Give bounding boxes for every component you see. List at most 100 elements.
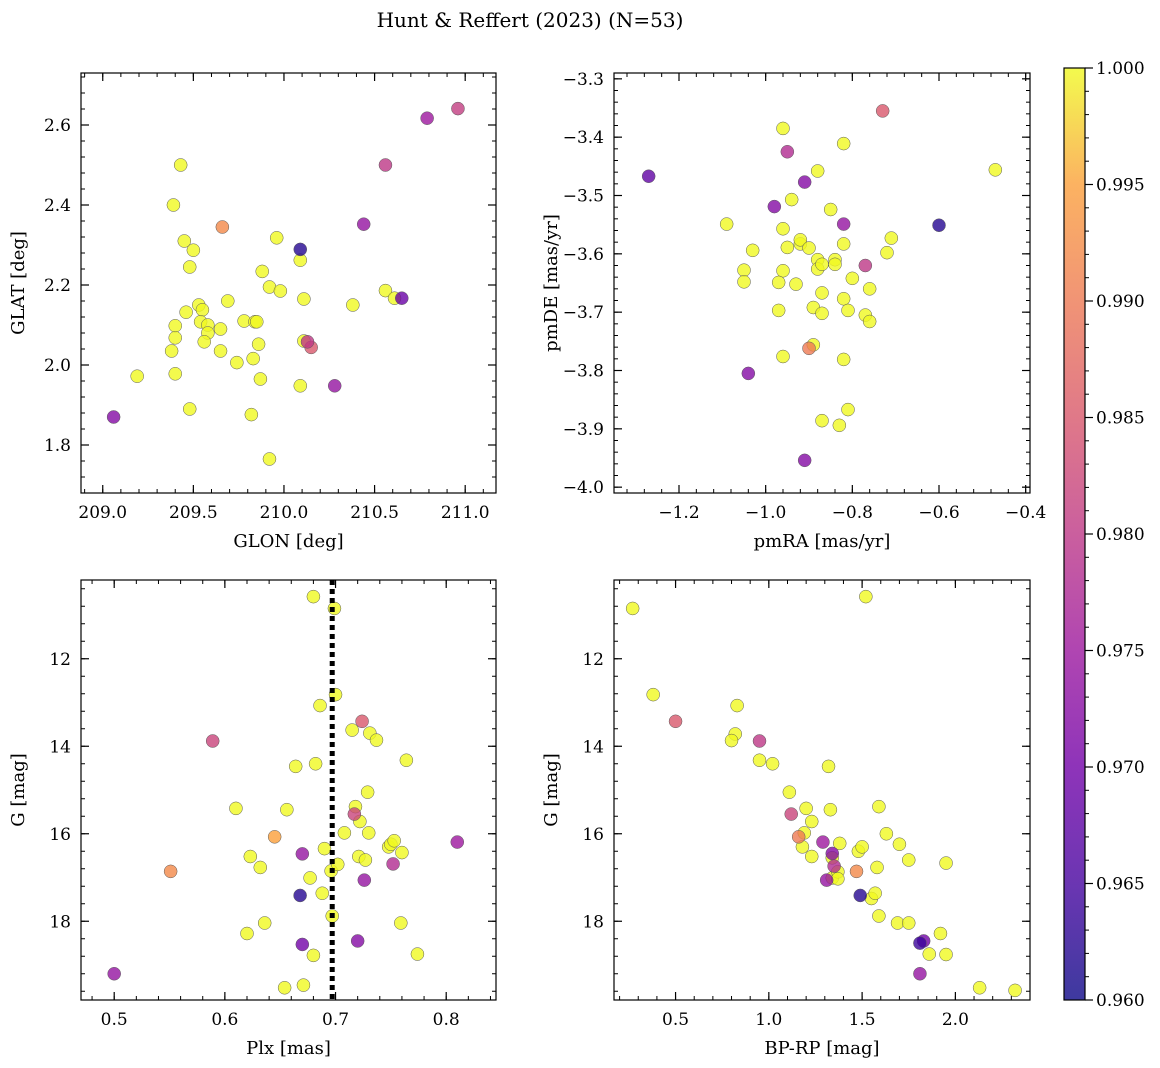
data-point (821, 759, 836, 774)
data-point (243, 849, 258, 864)
colorbar-tick-label: 0.995 (1096, 176, 1145, 196)
x-tick-label: −0.4 (1005, 503, 1046, 523)
data-point (107, 967, 121, 981)
data-point (988, 163, 1003, 177)
data-point (845, 271, 860, 286)
data-point (246, 351, 260, 366)
data-point (356, 217, 371, 231)
y-tick-label: −3.5 (563, 187, 604, 207)
data-point (901, 853, 916, 867)
data-point (360, 785, 375, 799)
data-point (269, 231, 284, 245)
data-point (972, 981, 987, 995)
x-tick-label: 0.8 (433, 1010, 460, 1030)
data-point (355, 714, 369, 729)
data-point (345, 723, 359, 737)
data-point (853, 888, 867, 903)
data-point (378, 283, 393, 298)
data-point (799, 801, 813, 816)
y-tick-label: 1.8 (44, 436, 71, 456)
data-point (815, 306, 829, 321)
data-point (273, 284, 288, 298)
data-point (802, 241, 816, 255)
data-point (668, 714, 683, 729)
y-tick-label: 16 (49, 825, 71, 845)
x-tick-label: −1.0 (745, 503, 786, 523)
x-tick-label: 0.7 (322, 1010, 349, 1030)
data-point (816, 835, 830, 849)
data-point (879, 827, 894, 841)
data-point (836, 217, 851, 231)
data-point (841, 402, 855, 417)
x-axis-label: GLON [deg] (233, 531, 343, 552)
data-point (303, 871, 317, 885)
y-tick-label: 12 (582, 650, 604, 670)
data-point (277, 981, 292, 995)
data-point (186, 243, 201, 257)
data-point (173, 158, 188, 172)
data-point (182, 260, 197, 274)
data-point (939, 856, 953, 870)
axes-frame (613, 579, 1031, 1001)
data-point (859, 589, 873, 604)
data-point (810, 164, 825, 178)
y-tick-label: 14 (582, 737, 604, 757)
data-point (862, 314, 877, 329)
data-point (870, 860, 884, 875)
data-point (1008, 983, 1022, 998)
data-point (737, 275, 751, 289)
x-tick-label: 0.6 (211, 1010, 238, 1030)
data-point (177, 234, 192, 248)
data-point (295, 847, 310, 861)
colorbar-tick-label: 0.960 (1096, 991, 1145, 1011)
panel-plx-g: 0.5 0.6 0.7 0.8 12 14 16 18 Plx [mas] G [mag] (8, 579, 497, 1059)
data-point (346, 298, 360, 312)
data-point (836, 352, 851, 367)
data-point (858, 258, 873, 273)
data-point (836, 136, 851, 151)
data-point (313, 698, 327, 713)
data-point (213, 344, 228, 358)
data-point (195, 303, 210, 317)
axes-frame (613, 72, 1031, 494)
data-point (771, 303, 786, 318)
data-point (745, 243, 760, 258)
data-point (832, 418, 847, 433)
y-axis-label: pmDE [mas/yr] (541, 214, 562, 352)
data-point (350, 934, 365, 948)
data-point (337, 826, 352, 840)
axes-frame (80, 579, 497, 1001)
data-point (776, 222, 790, 236)
data-point (300, 335, 315, 349)
data-point (262, 452, 277, 466)
data-point (793, 233, 808, 247)
x-tick-label: 209.5 (169, 503, 218, 523)
x-tick-label: 211.0 (441, 503, 490, 523)
data-point (804, 814, 819, 829)
data-point (296, 978, 311, 992)
data-point (395, 845, 409, 860)
data-point (922, 947, 937, 961)
data-point (267, 830, 282, 844)
data-point (771, 275, 786, 290)
data-point (823, 202, 838, 217)
data-point (399, 753, 414, 767)
x-tick-label: −0.6 (918, 503, 959, 523)
data-point (776, 264, 790, 278)
data-point (229, 801, 243, 816)
data-point (288, 759, 303, 774)
data-point (831, 872, 845, 886)
y-tick-label: 18 (582, 912, 604, 932)
data-point (221, 294, 235, 308)
data-point (827, 859, 841, 873)
data-point (308, 757, 323, 771)
data-point (244, 407, 259, 422)
colorbar-gradient (1064, 68, 1085, 1000)
data-point (841, 303, 855, 318)
data-point (253, 860, 268, 875)
panel-glon-glat: 209.0 209.5 210.0 210.5 211.0 1.8 2.0 2.2 2.4 2.6… (8, 72, 497, 552)
data-point (168, 319, 182, 333)
y-axis-label: GLAT [deg] (8, 231, 29, 335)
data-point (815, 413, 829, 428)
